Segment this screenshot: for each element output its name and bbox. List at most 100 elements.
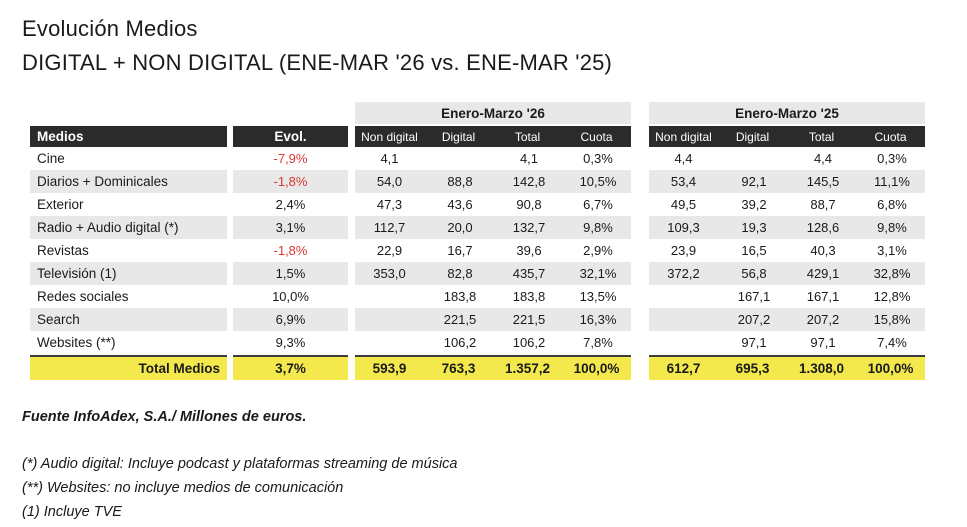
value-cell-em25: 19,3 [718, 216, 787, 239]
value-cell-em26: 22,9 [355, 239, 424, 262]
value-cell-em26: 16,3% [562, 308, 631, 331]
table-row: Revistas -1,8% 22,9 16,7 39,6 2,9% 23,9 16,5 40,… [30, 239, 967, 262]
value-cell-em26: 0,3% [562, 147, 631, 170]
value-cell-em25: 3,1% [856, 239, 925, 262]
footnote-websites: (**) Websites: no incluye medios de comu… [22, 480, 344, 496]
table-header-row: Medios Evol. Non digital Digital Total Cuot… [30, 126, 967, 147]
value-cell-em26: 4,1 [493, 147, 562, 170]
value-cell-em25: 11,1% [856, 170, 925, 193]
media-row-label: Revistas [30, 239, 227, 262]
media-row-label: Radio + Audio digital (*) [30, 216, 227, 239]
value-cell-em25: 9,8% [856, 216, 925, 239]
column-header-em26-digital: Digital [424, 126, 493, 147]
column-header-em25-total: Total [787, 126, 856, 147]
value-cell-em25: 109,3 [649, 216, 718, 239]
table-row: Cine -7,9% 4,1 4,1 0,3% 4,4 4,4 0,3% [30, 147, 967, 170]
table-row: Exterior 2,4% 47,3 43,6 90,8 6,7% 49,5 39,2 88,7… [30, 193, 967, 216]
value-cell-em25: 6,8% [856, 193, 925, 216]
value-cell-em26: 353,0 [355, 262, 424, 285]
group-header-em25: Enero-Marzo '25 [649, 102, 925, 124]
value-cell-em25: 167,1 [718, 285, 787, 308]
value-cell-em26: 54,0 [355, 170, 424, 193]
value-cell-em26: 2,9% [562, 239, 631, 262]
total-evol-value: 3,7% [233, 355, 348, 380]
total-value-cell-em25: 612,7 [649, 355, 718, 380]
total-value-cell-em26: 763,3 [424, 355, 493, 380]
table-row: Diarios + Dominicales -1,8% 54,0 88,8 142,8 1… [30, 170, 967, 193]
evol-value: 3,1% [233, 216, 348, 239]
table-row: Websites (**) 9,3% 106,2 106,2 7,8% 97,1 97,1 7… [30, 331, 967, 354]
value-cell-em26: 9,8% [562, 216, 631, 239]
value-cell-em26: 6,7% [562, 193, 631, 216]
value-cell-em25: 207,2 [718, 308, 787, 331]
value-cell-em26: 435,7 [493, 262, 562, 285]
value-cell-em26 [355, 285, 424, 308]
value-cell-em25: 429,1 [787, 262, 856, 285]
value-cell-em25: 372,2 [649, 262, 718, 285]
source-note: Fuente InfoAdex, S.A./ Millones de euros… [22, 409, 307, 425]
total-value-cell-em25: 695,3 [718, 355, 787, 380]
evol-column-header: Evol. [233, 126, 348, 147]
value-cell-em26: 106,2 [424, 331, 493, 354]
media-row-label: Diarios + Dominicales [30, 170, 227, 193]
footnote-audio-digital: (*) Audio digital: Incluye podcast y pla… [22, 456, 458, 472]
total-value-cell-em25: 100,0% [856, 355, 925, 380]
value-cell-em26: 183,8 [493, 285, 562, 308]
value-cell-em25: 97,1 [718, 331, 787, 354]
total-value-cell-em25: 1.308,0 [787, 355, 856, 380]
value-cell-em25 [649, 331, 718, 354]
column-header-em26-non-digital: Non digital [355, 126, 424, 147]
value-cell-em26: 7,8% [562, 331, 631, 354]
media-row-label: Search [30, 308, 227, 331]
value-cell-em25: 53,4 [649, 170, 718, 193]
title-block: Evolución Medios DIGITAL + NON DIGITAL (… [0, 0, 967, 76]
table-row: Radio + Audio digital (*) 3,1% 112,7 20,0 13… [30, 216, 967, 239]
value-cell-em26 [355, 308, 424, 331]
total-row-label: Total Medios [30, 355, 227, 380]
value-cell-em25: 7,4% [856, 331, 925, 354]
value-cell-em26: 20,0 [424, 216, 493, 239]
evol-value: 1,5% [233, 262, 348, 285]
evol-value: -7,9% [233, 147, 348, 170]
value-cell-em26: 132,7 [493, 216, 562, 239]
table-row: Redes sociales 10,0% 183,8 183,8 13,5% 167,1 1… [30, 285, 967, 308]
value-cell-em26: 90,8 [493, 193, 562, 216]
media-row-label: Televisión (1) [30, 262, 227, 285]
value-cell-em25: 88,7 [787, 193, 856, 216]
value-cell-em26: 43,6 [424, 193, 493, 216]
value-cell-em26: 10,5% [562, 170, 631, 193]
evol-value: 6,9% [233, 308, 348, 331]
value-cell-em25: 92,1 [718, 170, 787, 193]
column-header-em25-digital: Digital [718, 126, 787, 147]
value-cell-em26: 142,8 [493, 170, 562, 193]
value-cell-em25: 4,4 [649, 147, 718, 170]
value-cell-em26: 106,2 [493, 331, 562, 354]
value-cell-em25: 0,3% [856, 147, 925, 170]
column-header-em25-cuota: Cuota [856, 126, 925, 147]
footnotes: (*) Audio digital: Incluye podcast y pla… [22, 452, 967, 524]
value-cell-em25: 32,8% [856, 262, 925, 285]
table-body: Cine -7,9% 4,1 4,1 0,3% 4,4 4,4 0,3% Diarios + D… [30, 147, 967, 380]
value-cell-em26 [355, 331, 424, 354]
value-cell-em26: 112,7 [355, 216, 424, 239]
column-header-em26-total: Total [493, 126, 562, 147]
value-cell-em25: 128,6 [787, 216, 856, 239]
media-row-label: Cine [30, 147, 227, 170]
column-header-em25-non-digital: Non digital [649, 126, 718, 147]
value-cell-em25: 49,5 [649, 193, 718, 216]
value-cell-em25 [649, 285, 718, 308]
evol-value: -1,8% [233, 170, 348, 193]
footnote-tve: (1) Incluye TVE [22, 504, 122, 520]
page-title: Evolución Medios [22, 16, 198, 41]
media-row-label: Redes sociales [30, 285, 227, 308]
total-row: Total Medios 3,7% 593,9 763,3 1.357,2 100,0% 6… [30, 355, 967, 380]
total-value-cell-em26: 1.357,2 [493, 355, 562, 380]
value-cell-em25: 15,8% [856, 308, 925, 331]
column-header-em26-cuota: Cuota [562, 126, 631, 147]
value-cell-em26 [424, 147, 493, 170]
value-cell-em26: 82,8 [424, 262, 493, 285]
value-cell-em26: 221,5 [493, 308, 562, 331]
media-table: Enero-Marzo '26 Enero-Marzo '25 Medios E… [30, 102, 967, 380]
value-cell-em25: 167,1 [787, 285, 856, 308]
